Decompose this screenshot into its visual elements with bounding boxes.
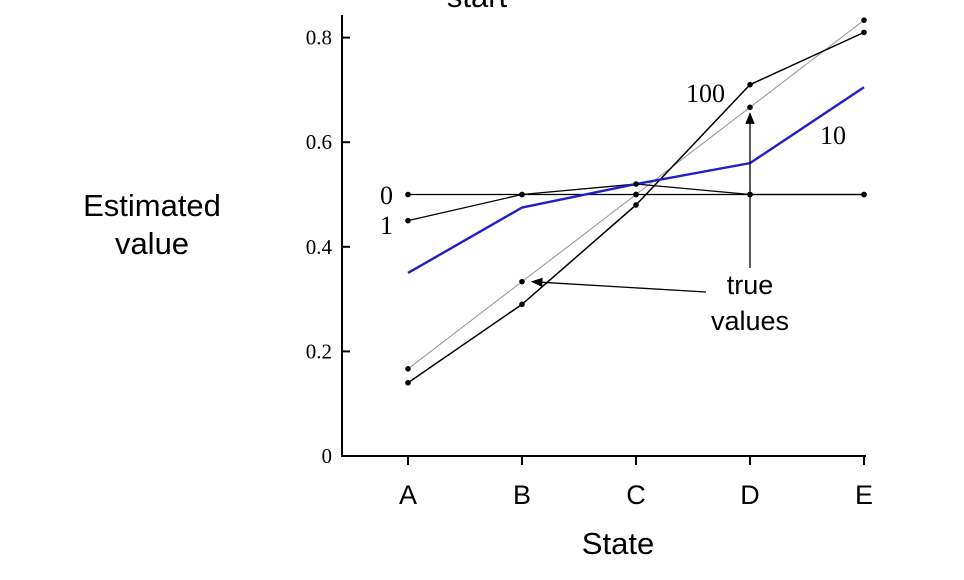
x-axis-label: State [582, 526, 654, 561]
data-point-true-value-D [747, 104, 753, 111]
x-tick-label-C: C [626, 480, 646, 510]
data-point-series-0-C [633, 191, 639, 198]
axes-layer: 0 0.2 0.4 0.6 0.8 A B C D E [306, 15, 873, 510]
data-point-true-value-B [519, 278, 525, 285]
x-tick-label-B: B [513, 480, 531, 510]
series-label-0: 0 [380, 181, 393, 210]
series-label-100: 100 [686, 79, 725, 108]
y-axis-label-line-1: Estimated [83, 188, 221, 223]
x-tick-label-E: E [855, 480, 873, 510]
series-layer [405, 17, 867, 386]
annotation-layer: 01 10 100 [380, 79, 846, 293]
data-point-series-100-E [861, 29, 867, 36]
x-tick-label-D: D [740, 480, 760, 510]
series-line-10 [407, 86, 865, 274]
data-point-series-1-B [519, 191, 525, 198]
y-tick-label-0.8: 0.8 [306, 26, 332, 50]
data-point-series-100-B [519, 301, 525, 308]
series-label-1: 1 [380, 211, 393, 240]
series-label-10: 10 [820, 121, 846, 150]
data-point-series-100-D [747, 81, 753, 88]
y-tick-label-0: 0 [322, 444, 333, 468]
data-point-series-1-A [405, 217, 411, 224]
y-tick-label-0.6: 0.6 [306, 130, 332, 154]
chart-title: start [447, 0, 508, 14]
data-point-series-100-A [405, 379, 411, 386]
data-point-series-1-E [861, 191, 867, 198]
arrow-to-true-value-B [530, 277, 707, 293]
data-point-true-value-E [861, 17, 867, 23]
x-tick-label-A: A [399, 480, 417, 510]
data-point-series-100-C [633, 202, 639, 208]
true-values-label-line-1: true [727, 270, 774, 300]
data-point-true-value-A [405, 366, 411, 372]
y-axis-label-line-2: value [115, 226, 189, 261]
y-tick-label-0.2: 0.2 [306, 339, 332, 363]
data-point-series-0-A [405, 191, 411, 198]
true-values-label-line-2: values [711, 306, 789, 336]
y-tick-label-0.4: 0.4 [306, 235, 333, 259]
data-point-series-1-C [633, 181, 639, 187]
